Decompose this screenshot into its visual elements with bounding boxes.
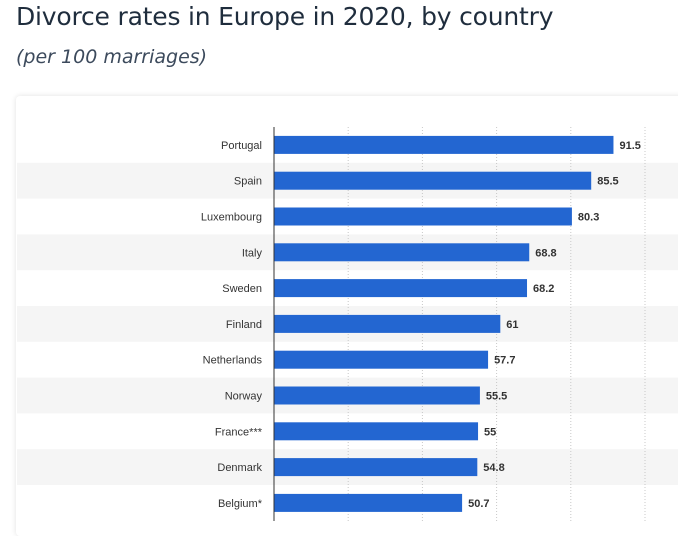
value-label: 55.5 [486, 391, 507, 403]
value-label: 57.7 [494, 355, 515, 367]
value-label: 55 [484, 426, 496, 438]
category-label: Denmark [217, 462, 262, 474]
category-label: Italy [242, 247, 263, 259]
value-label: 80.3 [578, 212, 599, 224]
bar[interactable] [274, 171, 592, 190]
bar[interactable] [274, 422, 479, 441]
chart-subtitle: (per 100 marriages) [16, 46, 208, 68]
bar-chart: Portugal 91.5 Spain 85.5 Luxembourg 80.3 Italy… [200, 127, 646, 521]
bar[interactable] [274, 458, 478, 477]
chart-title: Divorce rates in Europe in 2020, by coun… [16, 2, 554, 31]
bar[interactable] [274, 243, 530, 262]
value-label: 50.7 [468, 498, 489, 510]
bar[interactable] [274, 207, 572, 226]
category-label: Luxembourg [201, 212, 262, 224]
value-label: 85.5 [597, 176, 618, 188]
value-label: 91.5 [619, 140, 640, 152]
category-label: Netherlands [203, 355, 263, 367]
category-label: Spain [234, 176, 262, 188]
bar[interactable] [274, 279, 528, 298]
bar[interactable] [274, 350, 489, 369]
value-label: 68.2 [533, 283, 554, 295]
bar[interactable] [274, 135, 614, 154]
category-label: Belgium* [218, 498, 263, 510]
category-label: Sweden [222, 283, 262, 295]
category-label: France*** [215, 426, 263, 438]
value-label: 61 [506, 319, 518, 331]
bar[interactable] [274, 493, 463, 512]
bar[interactable] [274, 386, 480, 405]
value-label: 68.8 [535, 247, 556, 259]
category-label: Norway [225, 391, 263, 403]
category-label: Portugal [221, 140, 262, 152]
category-label: Finland [226, 319, 262, 331]
value-label: 54.8 [483, 462, 504, 474]
bar[interactable] [274, 314, 501, 333]
